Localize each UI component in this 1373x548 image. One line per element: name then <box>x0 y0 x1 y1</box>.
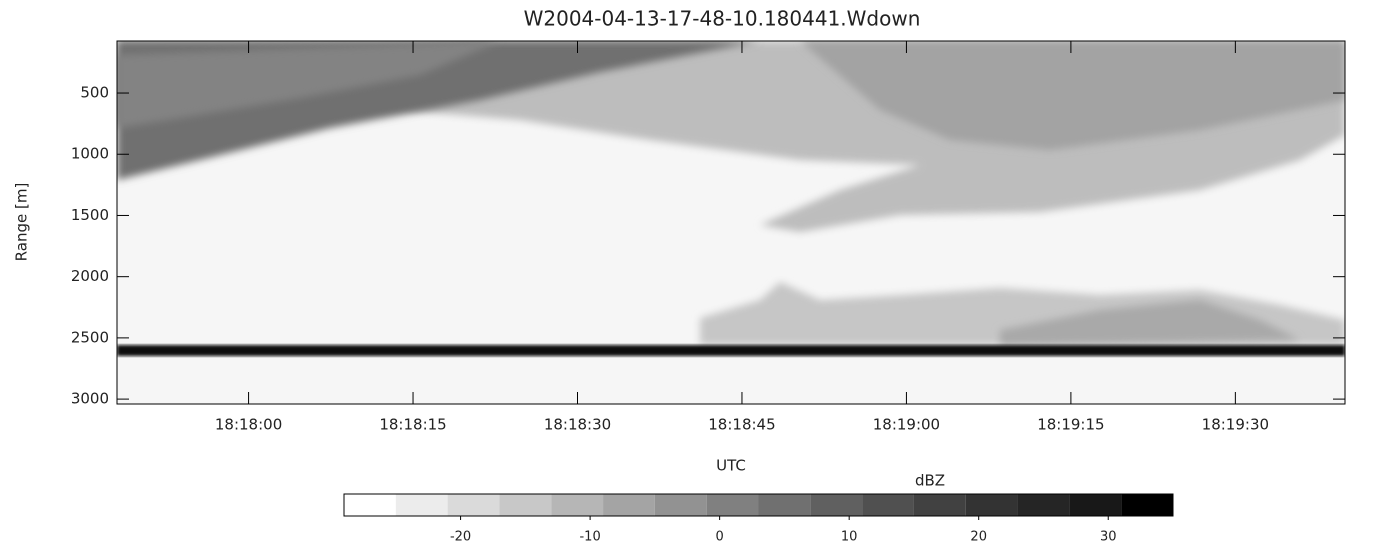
y-tick-label: 500 <box>80 84 109 102</box>
y-axis-label: Range [m] <box>13 183 31 262</box>
colorbar-cell <box>603 494 655 516</box>
colorbar-cell <box>965 494 1018 516</box>
colorbar-cell <box>706 494 759 516</box>
x-tick-label: 18:18:00 <box>215 416 282 434</box>
colorbar-cell <box>654 494 707 516</box>
colorbar-cell <box>1121 494 1173 516</box>
colorbar-cell <box>810 494 863 516</box>
y-tick-label: 1000 <box>71 145 109 163</box>
radar-field <box>117 41 1345 404</box>
y-tick-label: 2000 <box>71 267 109 285</box>
y-tick-label: 2500 <box>71 328 109 346</box>
colorbar-cell <box>913 494 966 516</box>
colorbar-tick-label: 30 <box>1100 530 1117 545</box>
colorbar-tick-label: 10 <box>841 530 858 545</box>
colorbar-cell <box>1017 494 1070 516</box>
colorbar-cell <box>551 494 604 516</box>
x-axis-label: UTC <box>716 457 746 475</box>
x-tick-label: 18:19:15 <box>1037 416 1104 434</box>
x-tick-label: 18:19:30 <box>1202 416 1269 434</box>
y-tick-label: 1500 <box>71 206 109 224</box>
colorbar-tick-label: -20 <box>450 530 471 545</box>
x-tick-label: 18:18:15 <box>379 416 446 434</box>
colorbar-cell <box>447 494 500 516</box>
colorbar-cell <box>344 494 396 516</box>
colorbar-tick-label: 0 <box>716 530 724 545</box>
y-tick-label: 3000 <box>71 390 109 408</box>
colorbar-cell <box>499 494 552 516</box>
chart-title: W2004-04-13-17-48-10.180441.Wdown <box>524 7 921 31</box>
x-tick-label: 18:19:00 <box>873 416 940 434</box>
x-tick-label: 18:18:45 <box>708 416 775 434</box>
colorbar-label: dBZ <box>915 472 945 490</box>
colorbar-cell <box>1069 494 1122 516</box>
colorbar-tick-label: 20 <box>970 530 987 545</box>
colorbar-frame <box>343 493 1174 517</box>
colorbar-cell <box>395 494 448 516</box>
colorbar-cell <box>862 494 914 516</box>
plot-frame <box>116 40 1346 405</box>
colorbar-tick-label: -10 <box>579 530 600 545</box>
x-tick-label: 18:18:30 <box>544 416 611 434</box>
colorbar-cell <box>758 494 811 516</box>
